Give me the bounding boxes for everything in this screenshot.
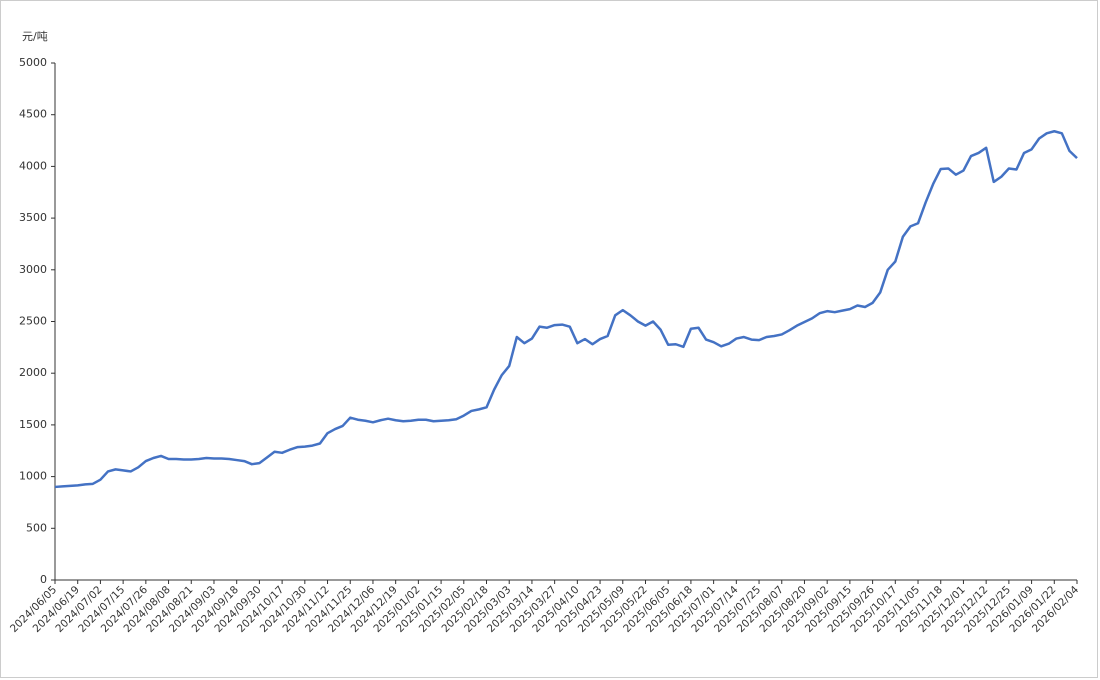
y-tick-label: 4000 xyxy=(19,159,47,172)
y-tick-label: 1000 xyxy=(19,470,47,483)
y-tick-label: 2000 xyxy=(19,366,47,379)
y-tick-label: 3000 xyxy=(19,263,47,276)
data-line xyxy=(54,129,1078,489)
y-tick-label: 500 xyxy=(26,521,47,534)
y-tick-label: 5000 xyxy=(19,56,47,69)
y-tick-label: 1500 xyxy=(19,418,47,431)
y-tick-label: 2500 xyxy=(19,315,47,328)
y-tick-label: 3500 xyxy=(19,211,47,224)
y-tick-label: 0 xyxy=(40,573,47,586)
y-axis-label: 元/吨 xyxy=(22,30,48,43)
y-tick-label: 4500 xyxy=(19,108,47,121)
